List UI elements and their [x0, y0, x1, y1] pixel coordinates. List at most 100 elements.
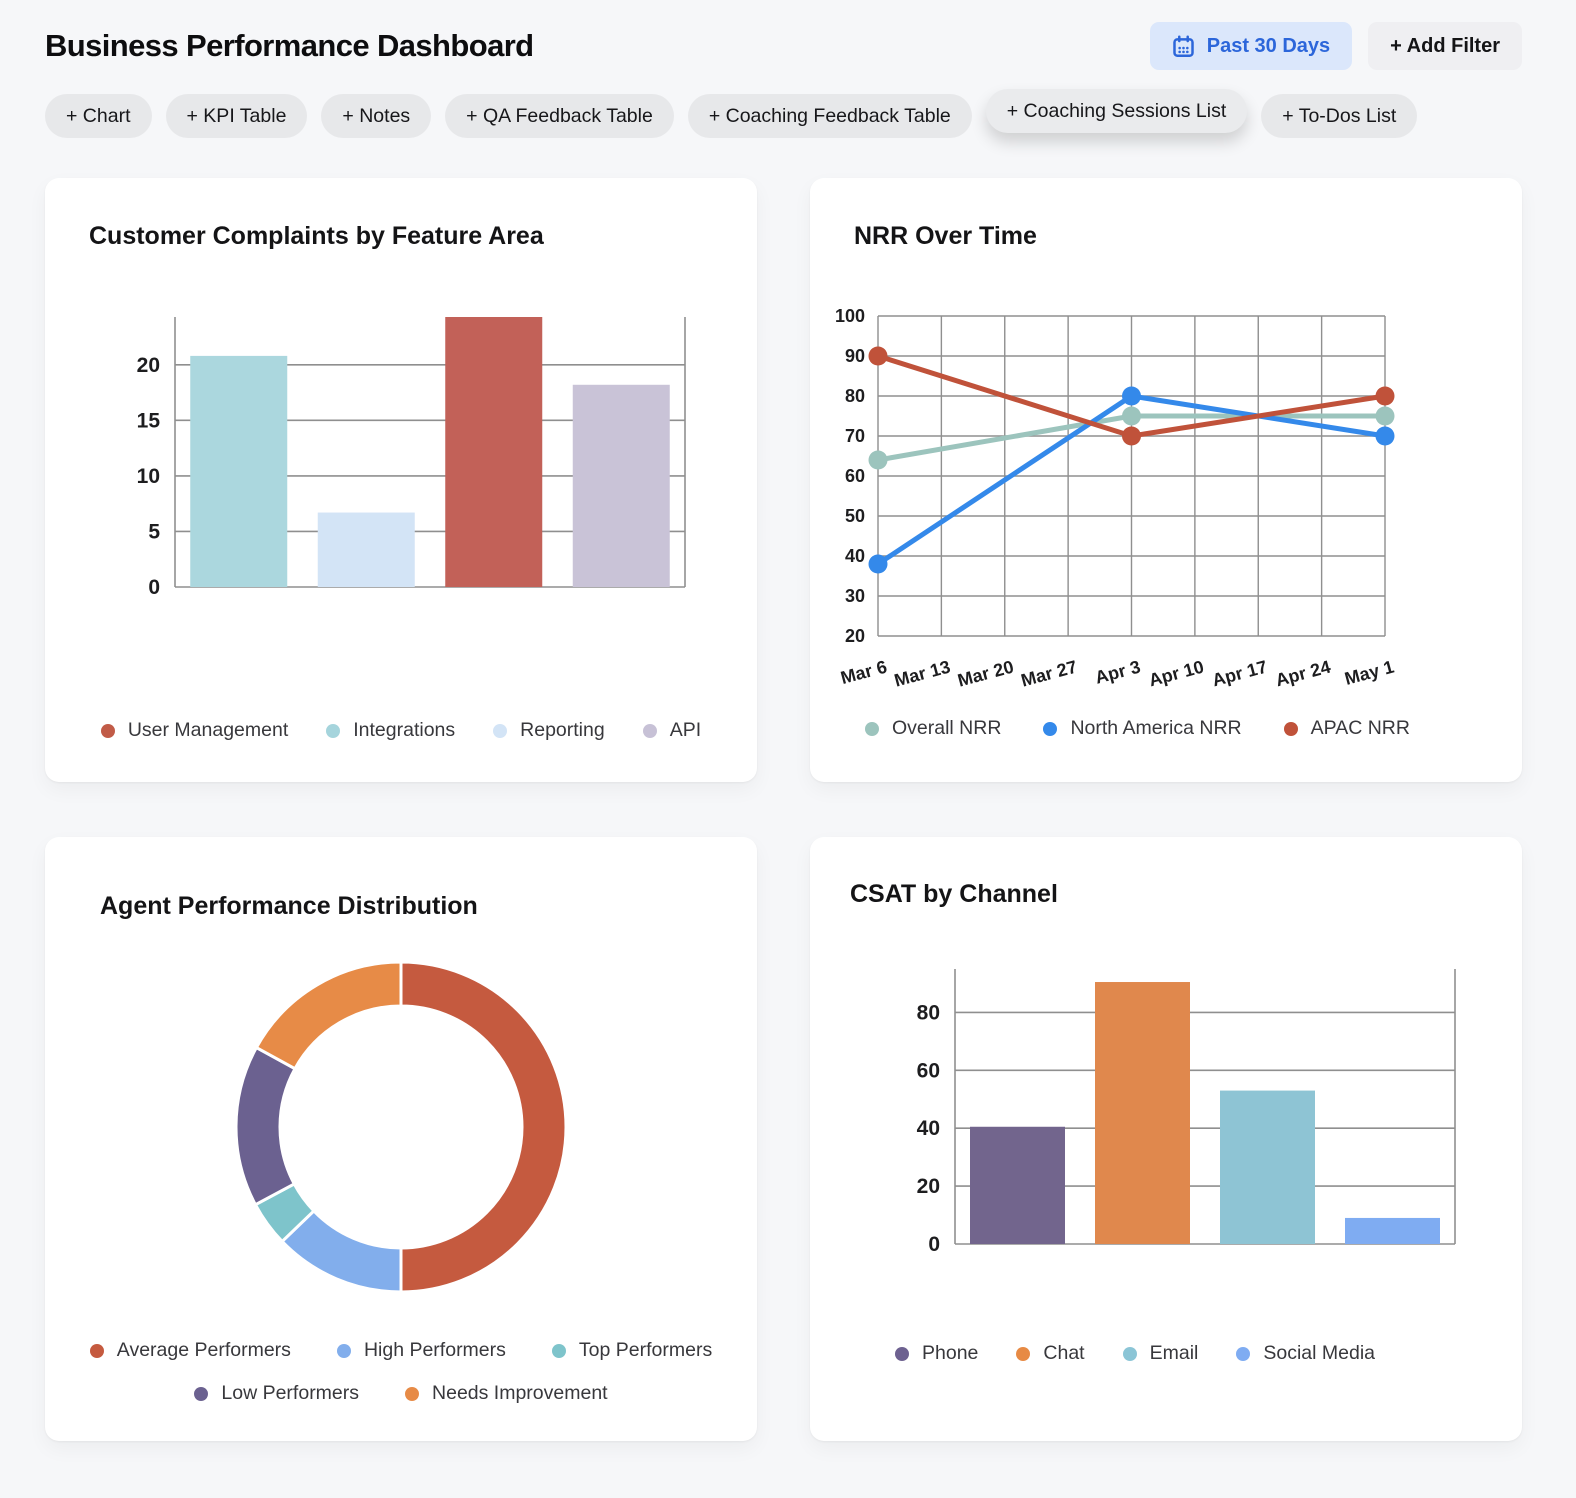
point-north-america-nrr[interactable] [1375, 426, 1395, 446]
legend-dot [1122, 1346, 1137, 1361]
chip-kpi-table[interactable]: + KPI Table [165, 94, 308, 138]
card-customer-complaints: Customer Complaints by Feature Area 0 5 10… [45, 178, 757, 782]
svg-text:Mar 6: Mar 6 [838, 657, 889, 688]
point-apac-nrr[interactable] [1122, 426, 1141, 446]
legend-item-apac-nrr: APAC NRR [1283, 717, 1410, 740]
chart-title-nrr: NRR Over Time [854, 222, 1037, 250]
bar-social-media[interactable] [1345, 1217, 1440, 1244]
svg-text:0: 0 [148, 576, 160, 597]
svg-text:Mar 27: Mar 27 [1019, 657, 1079, 691]
legend-label: Reporting [520, 719, 605, 741]
bar-phone[interactable] [970, 1126, 1065, 1244]
svg-text:70: 70 [845, 426, 865, 446]
legend-label: Low Performers [221, 1382, 360, 1404]
legend-dot [336, 1343, 351, 1358]
svg-text:Mar 20: Mar 20 [956, 657, 1016, 691]
point-north-america-nrr[interactable] [868, 554, 888, 574]
chip-notes[interactable]: + Notes [321, 94, 432, 138]
slice-average-performers[interactable] [399, 960, 568, 1294]
legend-item-average-performers: Average Performers [89, 1339, 291, 1362]
point-apac-nrr[interactable] [868, 346, 888, 366]
point-apac-nrr[interactable] [1375, 386, 1395, 406]
slice-low-performers[interactable] [234, 1046, 297, 1207]
legend-label: Phone [922, 1342, 979, 1364]
legend-item-phone: Phone [895, 1342, 978, 1365]
legend-dot [194, 1386, 209, 1401]
legend-dot [1236, 1346, 1251, 1361]
legend-label: Email [1149, 1342, 1199, 1364]
nrr-legend: Overall NRR North America NRR APAC NRR [810, 717, 1522, 740]
header-actions: Past 30 Days + Add Filter [1149, 22, 1522, 70]
svg-text:60: 60 [845, 466, 865, 486]
legend-dot [326, 723, 341, 738]
svg-text:15: 15 [137, 409, 161, 432]
chart-title-complaints: Customer Complaints by Feature Area [89, 222, 544, 250]
legend-label: High Performers [363, 1339, 506, 1361]
chart-title-csat: CSAT by Channel [850, 880, 1058, 908]
chip-coaching-sessions-list[interactable]: + Coaching Sessions List [985, 89, 1248, 133]
legend-item-email: Email [1122, 1342, 1199, 1365]
svg-text:Apr 10: Apr 10 [1147, 657, 1206, 691]
bar-user-management[interactable] [445, 317, 543, 587]
legend-item-integrations: Integrations [326, 719, 455, 742]
point-north-america-nrr[interactable] [1122, 386, 1141, 406]
legend-dot [1043, 721, 1058, 736]
legend-item-social-media: Social Media [1236, 1342, 1375, 1365]
legend-row: Low Performers Needs Improvement [45, 1382, 757, 1405]
svg-text:40: 40 [845, 546, 865, 566]
legend-item-north-america-nrr: North America NRR [1043, 717, 1242, 740]
add-widget-toolbar: + Chart + KPI Table + Notes + QA Feedback T… [45, 89, 1522, 138]
bar-chat[interactable] [1095, 982, 1190, 1244]
legend-dot [895, 1346, 909, 1361]
point-overall-nrr[interactable] [1122, 406, 1141, 426]
chip-qa-feedback-table[interactable]: + QA Feedback Table [445, 94, 674, 138]
legend-label: Social Media [1263, 1342, 1375, 1364]
card-nrr-over-time: NRR Over Time 20 30 40 50 60 70 80 90 100 Mar 6 Ma… [810, 178, 1522, 782]
legend-label: Integrations [353, 719, 456, 741]
legend-row: Average Performers High Performers Top Per… [45, 1339, 757, 1362]
chip-coaching-feedback-table[interactable]: + Coaching Feedback Table [687, 94, 972, 138]
chip-chart[interactable]: + Chart [45, 94, 152, 138]
point-overall-nrr[interactable] [1375, 406, 1395, 426]
date-range-label: Past 30 Days [1206, 34, 1331, 57]
svg-text:Apr 17: Apr 17 [1210, 657, 1269, 691]
svg-text:Apr 24: Apr 24 [1273, 657, 1332, 691]
complaints-bar-chart: 0 5 10 15 20 [137, 317, 686, 597]
nrr-line-chart: 20 30 40 50 60 70 80 90 100 Mar 6 Mar 13 Mar 20 Mar … [835, 306, 1397, 691]
csat-bar-chart: 0 20 40 60 80 [917, 969, 1456, 1256]
bar-reporting[interactable] [317, 512, 415, 587]
svg-text:100: 100 [835, 306, 865, 326]
legend-dot [1016, 1346, 1031, 1361]
dashboard-grid: Customer Complaints by Feature Area 0 5 10… [45, 178, 1522, 1441]
chip-to-dos-list[interactable]: + To-Dos List [1261, 94, 1418, 138]
legend-item-chat: Chat [1016, 1342, 1085, 1365]
add-filter-label: + Add Filter [1390, 34, 1500, 57]
legend-label: Chat [1043, 1342, 1085, 1364]
legend-dot [89, 1343, 104, 1358]
legend-dot [493, 723, 508, 738]
add-filter-button[interactable]: + Add Filter [1368, 22, 1522, 70]
complaints-legend: User Management Integrations Reporting API [45, 719, 757, 742]
bar-email[interactable] [1220, 1090, 1315, 1244]
slice-needs-improvement[interactable] [254, 960, 403, 1071]
bar-api[interactable] [572, 384, 670, 587]
legend-label: Needs Improvement [432, 1382, 608, 1404]
legend-dot [865, 721, 879, 736]
svg-text:0: 0 [928, 1233, 940, 1256]
legend-label: North America NRR [1070, 717, 1242, 739]
legend-item-high-performers: High Performers [336, 1339, 506, 1362]
svg-text:20: 20 [137, 354, 160, 377]
svg-text:May 1: May 1 [1343, 657, 1397, 689]
legend-label: Overall NRR [892, 717, 1002, 739]
legend-label: APAC NRR [1310, 717, 1410, 739]
bar-integrations[interactable] [190, 355, 288, 587]
point-overall-nrr[interactable] [868, 450, 888, 470]
svg-text:Mar 13: Mar 13 [892, 657, 952, 691]
legend-label: User Management [127, 719, 289, 741]
date-range-button[interactable]: Past 30 Days [1149, 22, 1353, 70]
page-title: Business Performance Dashboard [45, 28, 534, 63]
legend-dot [551, 1343, 566, 1358]
header: Business Performance Dashboard Past 30 D… [45, 0, 1522, 70]
svg-text:20: 20 [845, 626, 865, 646]
